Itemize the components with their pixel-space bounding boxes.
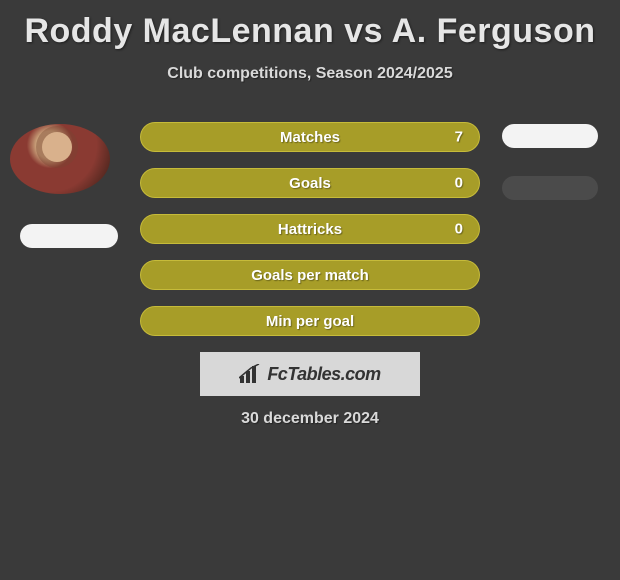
bar-chart-icon bbox=[239, 364, 261, 384]
stat-bar-goals-per-match: Goals per match bbox=[140, 260, 480, 290]
stat-bars: Matches 7 Goals 0 Hattricks 0 Goals per … bbox=[140, 122, 480, 352]
date-text: 30 december 2024 bbox=[0, 410, 620, 428]
stat-label: Matches bbox=[280, 129, 340, 146]
player-1-avatar bbox=[10, 124, 110, 194]
stat-bar-goals: Goals 0 bbox=[140, 168, 480, 198]
page-title: Roddy MacLennan vs A. Ferguson bbox=[0, 0, 620, 51]
stat-label: Goals bbox=[289, 175, 331, 192]
stat-value: 0 bbox=[455, 175, 463, 192]
subtitle: Club competitions, Season 2024/2025 bbox=[0, 65, 620, 83]
stat-value: 7 bbox=[455, 129, 463, 146]
player-1-pill bbox=[20, 224, 118, 248]
logo-text: FcTables.com bbox=[267, 364, 380, 385]
fctables-logo[interactable]: FcTables.com bbox=[200, 352, 420, 396]
player-2-pill-b bbox=[502, 176, 598, 200]
player-2-pill-a bbox=[502, 124, 598, 148]
stat-bar-matches: Matches 7 bbox=[140, 122, 480, 152]
stat-label: Hattricks bbox=[278, 221, 342, 238]
stat-bar-hattricks: Hattricks 0 bbox=[140, 214, 480, 244]
stat-value: 0 bbox=[455, 221, 463, 238]
stat-label: Goals per match bbox=[251, 267, 369, 284]
stat-label: Min per goal bbox=[266, 313, 354, 330]
stat-bar-min-per-goal: Min per goal bbox=[140, 306, 480, 336]
